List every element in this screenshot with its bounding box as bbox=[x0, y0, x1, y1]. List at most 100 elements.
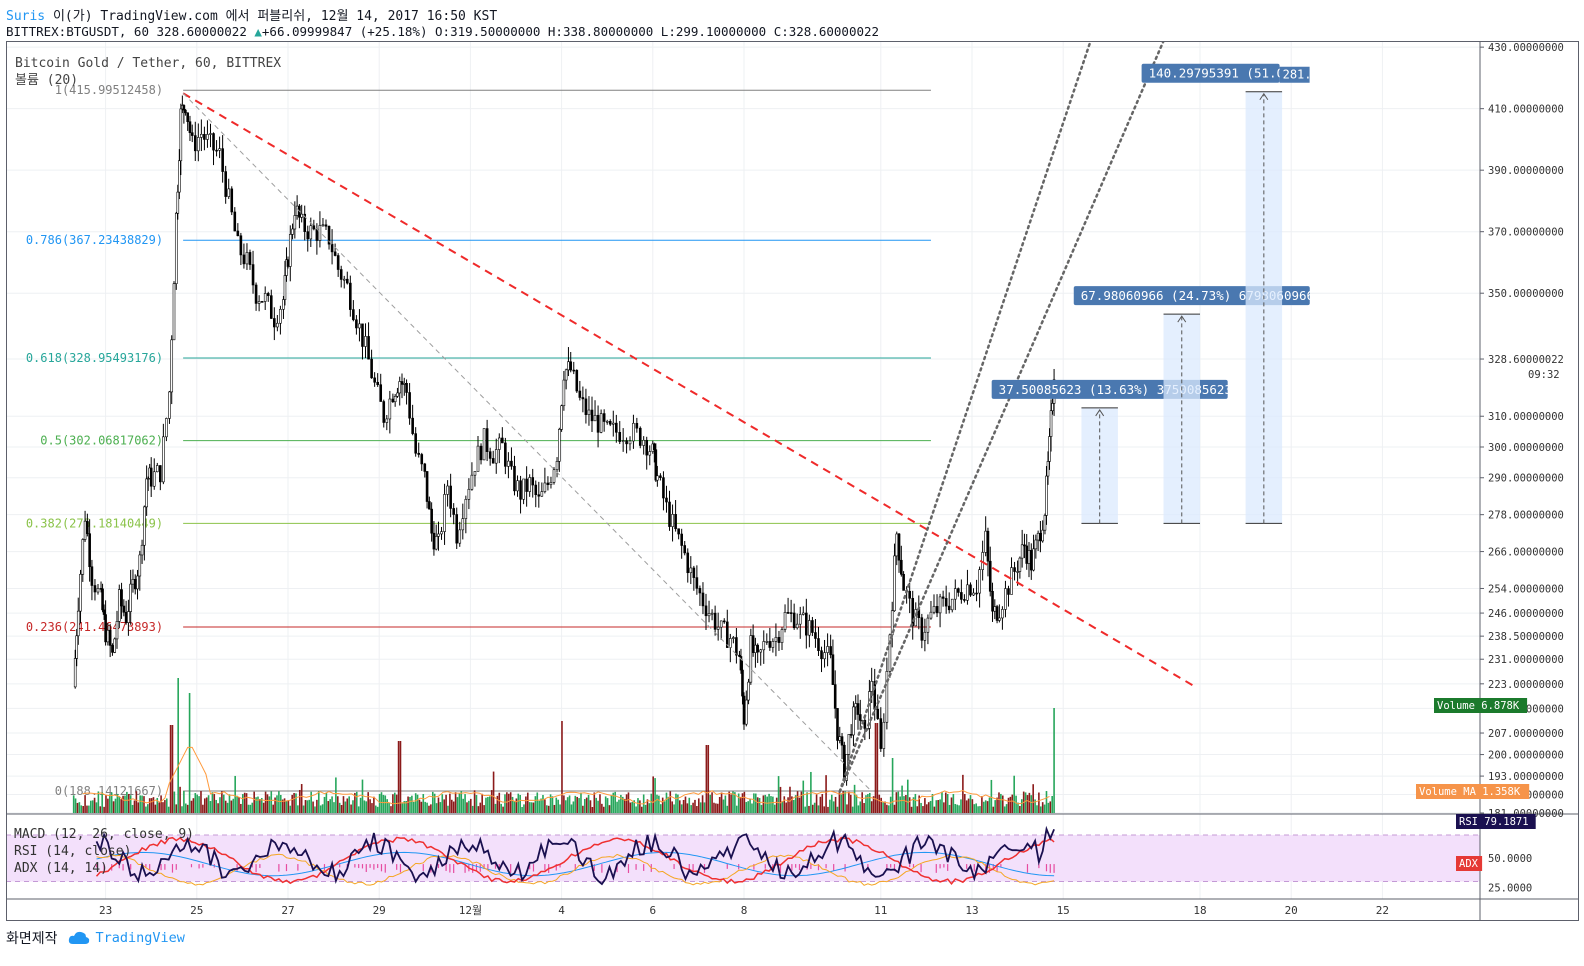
price-candle bbox=[808, 620, 811, 636]
price-candle bbox=[288, 234, 292, 267]
price-candle bbox=[286, 259, 290, 267]
price-candle bbox=[749, 635, 753, 683]
macd-histogram-bar bbox=[164, 864, 166, 870]
price-chart[interactable]: 0(188.14121667)0.236(241.46473893)0.382(… bbox=[6, 39, 1579, 921]
volume-bar bbox=[469, 798, 472, 813]
price-candle bbox=[935, 606, 939, 614]
volume-bar bbox=[414, 793, 417, 813]
volume-bar bbox=[825, 775, 827, 813]
volume-bar bbox=[686, 803, 689, 813]
axis-badge-bg bbox=[1416, 784, 1530, 799]
volume-bar bbox=[827, 806, 829, 813]
price-candle bbox=[96, 588, 100, 593]
volume-bar bbox=[555, 797, 558, 813]
volume-bar bbox=[566, 797, 569, 813]
volume-bar bbox=[418, 799, 421, 813]
volume-bar bbox=[506, 792, 508, 813]
price-candle bbox=[411, 417, 414, 434]
price-candle bbox=[1051, 403, 1054, 411]
price-candle bbox=[689, 567, 693, 574]
volume-bar bbox=[348, 796, 350, 813]
price-candle bbox=[1036, 532, 1040, 541]
author-link[interactable]: Suris bbox=[6, 9, 46, 24]
volume-bar bbox=[838, 792, 841, 813]
price-candle bbox=[988, 560, 992, 592]
volume-bar bbox=[580, 792, 582, 813]
volume-bar bbox=[272, 804, 274, 813]
price-candle bbox=[680, 533, 683, 546]
volume-bar bbox=[390, 806, 392, 813]
volume-bar bbox=[671, 801, 673, 813]
price-candle bbox=[1020, 544, 1024, 559]
price-candle bbox=[276, 322, 279, 328]
price-candle bbox=[324, 224, 328, 227]
price-candle bbox=[744, 699, 748, 725]
price-candle bbox=[291, 228, 294, 235]
price-candle bbox=[893, 555, 896, 612]
tradingview-logo[interactable]: TradingView bbox=[68, 930, 185, 946]
price-candle bbox=[923, 631, 927, 641]
volume-bar bbox=[954, 803, 957, 813]
publish-header: Suris 이(가) TradingView.com 에서 퍼블리쉬, 12월 … bbox=[6, 5, 497, 24]
price-candle bbox=[701, 592, 705, 607]
macd-histogram-bar bbox=[996, 864, 998, 872]
footer: 화면제작 TradingView bbox=[6, 928, 185, 948]
price-candle bbox=[768, 641, 772, 648]
price-candle bbox=[352, 309, 355, 321]
axis-badge: Volume MA 1.358K bbox=[1419, 786, 1521, 798]
trend-line bbox=[838, 39, 1165, 793]
macd-histogram-bar bbox=[453, 864, 455, 874]
price-candle bbox=[455, 514, 459, 544]
volume-bar bbox=[259, 799, 261, 813]
volume-bar bbox=[602, 806, 605, 813]
price-change: +66.09999847 (+25.18%) bbox=[261, 24, 428, 39]
volume-bar bbox=[211, 792, 214, 813]
price-candle bbox=[81, 539, 85, 575]
price-candle bbox=[950, 598, 954, 611]
volume-bar bbox=[74, 798, 77, 813]
macd-histogram-bar bbox=[373, 864, 375, 870]
volume-bar bbox=[610, 794, 613, 813]
price-candle bbox=[178, 160, 181, 193]
volume-bar bbox=[948, 804, 951, 813]
chart-area[interactable]: 0(188.14121667) 0.236(241.46473893) 0.382(… bbox=[6, 39, 1579, 921]
volume-bar bbox=[312, 801, 314, 813]
volume-bar bbox=[262, 802, 265, 813]
volume-bar bbox=[441, 794, 444, 813]
volume-bar bbox=[255, 797, 257, 813]
volume-bar bbox=[561, 721, 563, 813]
volume-bar bbox=[371, 803, 373, 813]
volume-bar bbox=[384, 795, 387, 813]
volume-bar bbox=[181, 806, 183, 813]
volume-bar bbox=[591, 806, 594, 813]
volume-bar bbox=[557, 799, 559, 813]
price-candle bbox=[111, 645, 114, 653]
price-candle bbox=[358, 323, 361, 329]
price-candle bbox=[754, 644, 757, 653]
macd-histogram-bar bbox=[1038, 864, 1040, 869]
volume-bar bbox=[726, 805, 729, 813]
volume-ma-line bbox=[82, 746, 1050, 805]
price-candle bbox=[895, 533, 899, 557]
price-candle bbox=[206, 134, 209, 140]
volume-bar bbox=[127, 793, 130, 813]
price-candle bbox=[792, 612, 796, 629]
volume-bar bbox=[644, 804, 647, 813]
volume-bar bbox=[167, 806, 170, 813]
volume-bar bbox=[342, 796, 345, 813]
volume-bar bbox=[722, 799, 725, 813]
y-tick-label: 390.00000000 bbox=[1488, 165, 1564, 177]
volume-bar bbox=[595, 797, 597, 813]
volume-bar bbox=[99, 806, 102, 813]
x-tick-label: 4 bbox=[558, 904, 565, 917]
macd-line bbox=[95, 836, 1055, 885]
made-with-label: 화면제작 bbox=[6, 931, 58, 947]
price-candle bbox=[423, 463, 427, 472]
price-candle bbox=[653, 443, 656, 451]
volume-bar bbox=[891, 758, 894, 813]
price-candle bbox=[172, 283, 176, 341]
y-tick-label: 193.00000000 bbox=[1488, 771, 1564, 783]
price-candle bbox=[707, 613, 711, 617]
macd-histogram-bar bbox=[190, 864, 193, 868]
price-candle bbox=[836, 708, 839, 741]
